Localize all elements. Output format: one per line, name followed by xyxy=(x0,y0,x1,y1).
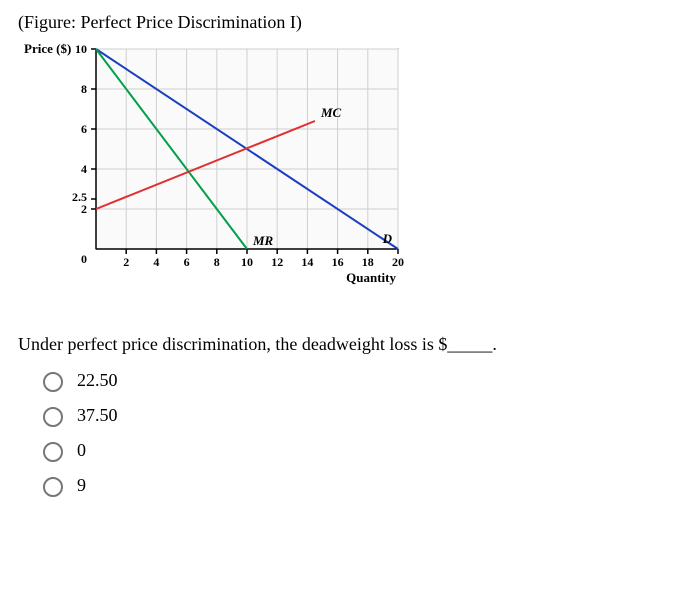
svg-text:8: 8 xyxy=(81,82,87,96)
svg-text:18: 18 xyxy=(362,255,374,269)
svg-text:0: 0 xyxy=(81,252,87,266)
radio-option-2[interactable] xyxy=(43,407,63,427)
option-row[interactable]: 22.50 xyxy=(38,369,682,392)
radio-option-3[interactable] xyxy=(43,442,63,462)
svg-text:12: 12 xyxy=(271,255,283,269)
svg-text:4: 4 xyxy=(153,255,159,269)
radio-option-1[interactable] xyxy=(43,372,63,392)
price-discrimination-chart: 2468102.524681012141618200MCMRDPrice ($)… xyxy=(18,39,418,289)
option-row[interactable]: 37.50 xyxy=(38,404,682,427)
question-text: Under perfect price discrimination, the … xyxy=(18,334,682,355)
svg-text:8: 8 xyxy=(214,255,220,269)
svg-text:10: 10 xyxy=(75,42,87,56)
option-row[interactable]: 9 xyxy=(38,474,682,497)
svg-text:2.5: 2.5 xyxy=(72,190,87,204)
option-label: 0 xyxy=(77,440,86,461)
svg-text:20: 20 xyxy=(392,255,404,269)
svg-text:10: 10 xyxy=(241,255,253,269)
svg-text:14: 14 xyxy=(301,255,313,269)
option-label: 22.50 xyxy=(77,370,118,391)
svg-text:MC: MC xyxy=(320,105,342,120)
figure-title: (Figure: Perfect Price Discrimination I) xyxy=(18,12,682,33)
option-label: 9 xyxy=(77,475,86,496)
svg-text:6: 6 xyxy=(184,255,190,269)
option-label: 37.50 xyxy=(77,405,118,426)
svg-text:2: 2 xyxy=(123,255,129,269)
radio-option-4[interactable] xyxy=(43,477,63,497)
svg-text:MR: MR xyxy=(252,233,274,248)
svg-text:16: 16 xyxy=(332,255,344,269)
svg-text:6: 6 xyxy=(81,122,87,136)
svg-text:Price ($): Price ($) xyxy=(24,41,71,56)
svg-text:Quantity: Quantity xyxy=(346,270,396,285)
answer-options: 22.50 37.50 0 9 xyxy=(38,369,682,497)
chart-container: 2468102.524681012141618200MCMRDPrice ($)… xyxy=(18,39,682,294)
svg-text:D: D xyxy=(382,231,393,246)
svg-text:4: 4 xyxy=(81,162,87,176)
svg-text:2: 2 xyxy=(81,202,87,216)
option-row[interactable]: 0 xyxy=(38,439,682,462)
